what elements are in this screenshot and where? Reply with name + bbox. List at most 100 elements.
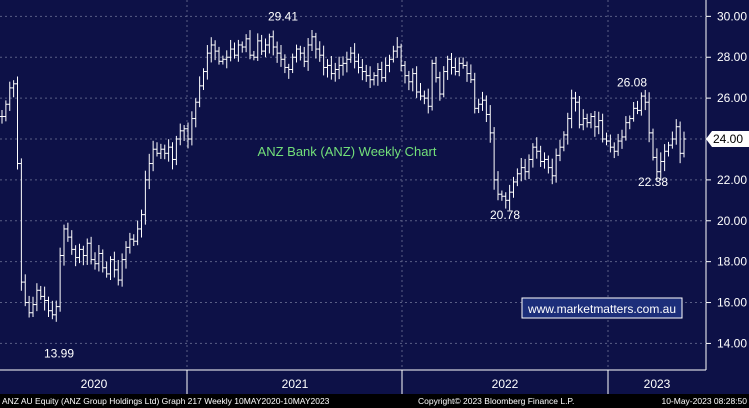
ohlc-bar [647, 92, 652, 143]
ohlc-bar [302, 46, 307, 68]
ohlc-bar [437, 71, 442, 101]
ohlc-bar [515, 168, 520, 187]
ohlc-bar [538, 145, 543, 167]
ohlc-bar [511, 176, 516, 198]
ohlc-bar [38, 285, 43, 300]
chart-title: ANZ Bank (ANZ) Weekly Chart [258, 144, 437, 159]
x-tick-label: 2022 [492, 377, 519, 391]
ohlc-bar [561, 131, 566, 152]
footer-timestamp: 10-May-2023 08:28:50 [661, 396, 747, 406]
marketmatters-link[interactable]: www.marketmatters.com.au [521, 297, 683, 319]
ohlc-bar [263, 38, 268, 58]
y-tick-label: 14.00 [717, 336, 747, 350]
ohlc-bar [135, 220, 140, 246]
ohlc-bar [232, 42, 237, 59]
ohlc-bar [422, 90, 427, 105]
ohlc-bar [678, 121, 683, 164]
ohlc-bar [476, 98, 481, 114]
ohlc-bar [406, 70, 411, 91]
ohlc-bar [457, 57, 462, 77]
ohlc-bar [430, 59, 435, 111]
ohlc-bar [151, 140, 156, 172]
ohlc-bar [674, 119, 679, 145]
last-price-badge: 24.00 [706, 131, 749, 148]
ohlc-bar [120, 253, 125, 287]
ohlc-bar [310, 29, 314, 52]
ohlc-bar [550, 158, 555, 185]
ohlc-bar [503, 192, 508, 209]
ohlc-bar [573, 91, 578, 112]
ohlc-bar [488, 105, 493, 143]
gridlines [0, 0, 706, 370]
ohlc-bar [627, 115, 632, 130]
ohlc-bar [410, 68, 415, 92]
ohlc-bar [534, 137, 539, 159]
ohlc-bar [186, 122, 190, 149]
ohlc-bar [259, 34, 264, 55]
ohlc-bar [162, 144, 167, 160]
ohlc-bar [217, 46, 221, 65]
ohlc-bar [341, 56, 345, 76]
price-annotation: 13.99 [44, 347, 74, 361]
y-tick-label: 26.00 [717, 91, 747, 105]
ohlc-bar [170, 142, 175, 170]
ohlc-bar [220, 55, 225, 65]
ohlc-bar [143, 170, 148, 225]
ohlc-bar [3, 100, 8, 122]
link-box [521, 297, 683, 319]
ohlc-bar [112, 251, 117, 278]
ohlc-bar [58, 247, 63, 312]
ohlc-bar [89, 236, 94, 265]
ohlc-bar [569, 89, 574, 129]
ohlc-bar [158, 143, 163, 159]
ohlc-bar [484, 95, 489, 123]
y-tick-label: 18.00 [717, 255, 747, 269]
ohlc-bar [414, 66, 419, 98]
ohlc-bar [166, 139, 171, 162]
ohlc-bar [50, 300, 55, 320]
ohlc-bar [472, 72, 477, 114]
ohlc-bar [546, 155, 551, 174]
ohlc-bar [275, 41, 280, 63]
ohlc-bar [554, 148, 559, 183]
ohlc-bar [352, 43, 357, 69]
ohlc-bar [124, 241, 128, 269]
ohlc-bar [375, 63, 380, 86]
y-tick-label: 28.00 [717, 50, 747, 64]
ohlc-bar [240, 41, 245, 53]
ohlc-bar [360, 59, 365, 81]
ohlc-bar [205, 45, 210, 80]
x-axis-panel [0, 370, 749, 394]
ohlc-bar [96, 244, 101, 272]
footer-security: ANZ AU Equity (ANZ Group Holdings Ltd) G… [2, 396, 330, 406]
link-text[interactable]: www.marketmatters.com.au [527, 302, 676, 316]
ohlc-bar [42, 286, 47, 311]
ohlc-bar [639, 92, 644, 116]
ohlc-bar [290, 53, 295, 74]
ohlc-bar [589, 113, 593, 129]
ohlc-bar [643, 89, 648, 111]
ohlc-bar [267, 33, 272, 54]
ohlc-bar [596, 111, 601, 135]
x-tick-label: 2021 [282, 377, 309, 391]
ohlc-bar [635, 100, 640, 115]
price-annotation: 26.08 [617, 75, 647, 89]
ohlc-bar [77, 243, 82, 264]
ohlc-bar [523, 158, 528, 180]
ohlc-bar [174, 135, 179, 166]
ohlc-bar [565, 112, 570, 145]
ohlc-bar [519, 157, 524, 182]
ohlc-bar [321, 45, 326, 76]
ohlc-bar [108, 256, 113, 280]
ohlc-bar [0, 109, 4, 124]
ohlc-bar [139, 209, 144, 238]
ohlc-bar [325, 59, 330, 78]
ohlc-bar [612, 142, 617, 159]
x-axis-ticks: 2020 2021 2022 2023 [81, 370, 671, 394]
ohlc-bar [434, 56, 438, 83]
ohlc-bar [251, 50, 256, 61]
ohlc-bar [379, 61, 384, 82]
ohlc-bar [131, 234, 136, 246]
ohlc-bar [468, 64, 473, 83]
